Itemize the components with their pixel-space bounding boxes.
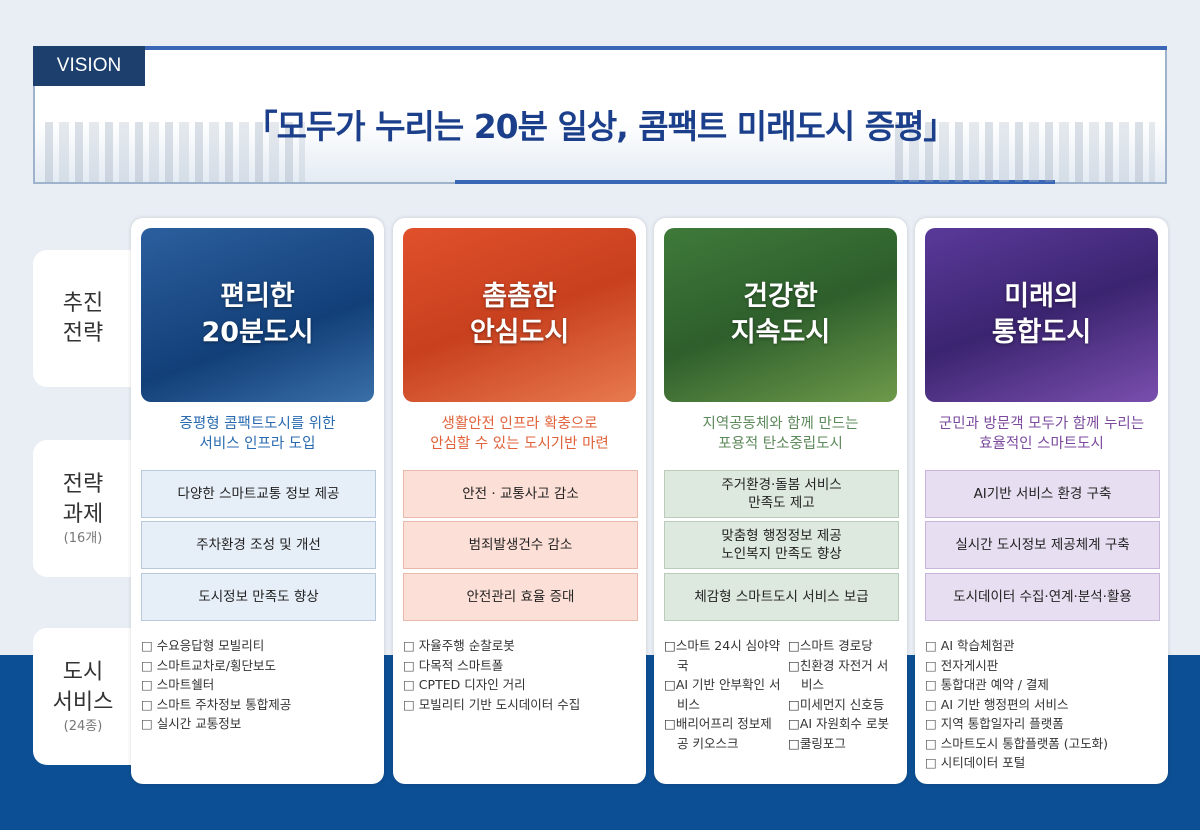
subtitle-line: 군민과 방문객 모두가 함께 누리는 [938, 416, 1145, 432]
strategy-title: 통합도시 [991, 317, 1092, 348]
strategy-card-future: 미래의 통합도시 군민과 방문객 모두가 함께 누리는 효율적인 스마트도시 AI… [915, 218, 1168, 784]
subtitle-line: 서비스 인프라 도입 [199, 436, 316, 452]
service-item: 전자게시판 [925, 656, 1108, 676]
row-label-count: (16개) [63, 530, 103, 546]
row-label-services: 도시 서비스 (24종) [33, 628, 133, 765]
vision-tag: VISION [33, 46, 145, 86]
page-title: 「모두가 누리는 20분 일상, 콤팩트 미래도시 증평」 [244, 107, 957, 146]
row-label-title: 전략 과제 [62, 471, 104, 527]
service-item: 미세먼지 신호등 [788, 695, 898, 715]
service-item: 수요응답형 모빌리티 [141, 636, 291, 656]
subtitle-line: 효율적인 스마트도시 [979, 436, 1104, 452]
service-item: 스마트도시 통합플랫폼 (고도화) [925, 734, 1108, 754]
strategic-task: 범죄발생건수 감소 [403, 521, 638, 569]
divider [455, 180, 1055, 184]
strategy-subtitle: 생활안전 인프라 확충으로 안심할 수 있는 도시기반 마련 [393, 414, 646, 454]
city-skyline-illustration [45, 122, 305, 182]
service-item: 시티데이터 포털 [925, 753, 1108, 773]
subtitle-line: 포용적 탄소중립도시 [718, 436, 843, 452]
service-item: AI 자원회수 로봇 [788, 714, 898, 734]
service-item: 친환경 자전거 서비스 [788, 656, 898, 695]
service-item: AI 학습체험관 [925, 636, 1108, 656]
strategy-title: 촘촘한 [482, 281, 557, 312]
strategic-task: 주차환경 조성 및 개선 [141, 521, 376, 569]
service-item: 자율주행 순찰로봇 [403, 636, 580, 656]
subtitle-line: 안심할 수 있는 도시기반 마련 [430, 436, 609, 452]
row-label-strategy: 추진 전략 [33, 250, 133, 387]
strategy-subtitle: 군민과 방문객 모두가 함께 누리는 효율적인 스마트도시 [915, 414, 1168, 454]
service-item: 배리어프리 정보제공 키오스크 [664, 714, 782, 753]
subtitle-line: 증평형 콤팩트도시를 위한 [179, 416, 336, 432]
subtitle-line: 생활안전 인프라 확충으로 [441, 416, 598, 432]
service-item: 스마트쉘터 [141, 675, 291, 695]
strategic-task: 맞춤형 행정정보 제공 노인복지 만족도 향상 [664, 521, 899, 569]
service-item: AI 기반 행정편의 서비스 [925, 695, 1108, 715]
row-label-tasks: 전략 과제 (16개) [33, 440, 133, 577]
service-item: 스마트 주차정보 통합제공 [141, 695, 291, 715]
strategic-task: 도시정보 만족도 향상 [141, 573, 376, 621]
row-label-title: 도시 서비스 [52, 659, 114, 715]
service-list: 스마트 24시 심야약국AI 기반 안부확인 서비스배리어프리 정보제공 키오스… [664, 636, 898, 753]
strategy-image: 편리한 20분도시 [141, 228, 374, 402]
service-list: AI 학습체험관전자게시판통합대관 예약 / 결제AI 기반 행정편의 서비스지… [925, 636, 1108, 773]
service-item: 쿨링포그 [788, 734, 898, 754]
strategic-task: 도시데이터 수집·연계·분석·활용 [925, 573, 1160, 621]
strategic-task: 체감형 스마트도시 서비스 보급 [664, 573, 899, 621]
strategy-image: 미래의 통합도시 [925, 228, 1158, 402]
service-list: 수요응답형 모빌리티스마트교차로/횡단보도스마트쉘터스마트 주차정보 통합제공실… [141, 636, 291, 734]
strategy-subtitle: 지역공동체와 함께 만드는 포용적 탄소중립도시 [654, 414, 907, 454]
vision-header: VISION 「모두가 누리는 20분 일상, 콤팩트 미래도시 증평」 [33, 46, 1167, 184]
subtitle-line: 지역공동체와 함께 만드는 [702, 416, 859, 432]
strategic-task: 안전관리 효율 증대 [403, 573, 638, 621]
service-item: 실시간 교통정보 [141, 714, 291, 734]
service-item: 다목적 스마트폴 [403, 656, 580, 676]
strategic-task: 주거환경·돌봄 서비스 만족도 제고 [664, 470, 899, 518]
strategy-title: 건강한 [743, 281, 818, 312]
strategy-title: 20분도시 [201, 317, 314, 348]
strategic-task: 안전 · 교통사고 감소 [403, 470, 638, 518]
service-item: 모빌리티 기반 도시데이터 수집 [403, 695, 580, 715]
strategy-subtitle: 증평형 콤팩트도시를 위한 서비스 인프라 도입 [131, 414, 384, 454]
strategy-image: 촘촘한 안심도시 [403, 228, 636, 402]
strategic-task: AI기반 서비스 환경 구축 [925, 470, 1160, 518]
service-item: 스마트교차로/횡단보도 [141, 656, 291, 676]
strategy-title: 안심도시 [469, 317, 570, 348]
service-item: 스마트 경로당 [788, 636, 898, 656]
strategic-task: 다양한 스마트교통 정보 제공 [141, 470, 376, 518]
strategy-title: 편리한 [220, 281, 295, 312]
service-list: 자율주행 순찰로봇다목적 스마트폴CPTED 디자인 거리모빌리티 기반 도시데… [403, 636, 580, 714]
strategy-title: 미래의 [1004, 281, 1079, 312]
strategy-image: 건강한 지속도시 [664, 228, 897, 402]
strategic-task: 실시간 도시정보 제공체계 구축 [925, 521, 1160, 569]
divider [145, 46, 1167, 50]
service-item: 지역 통합일자리 플랫폼 [925, 714, 1108, 734]
strategy-card-safe: 촘촘한 안심도시 생활안전 인프라 확충으로 안심할 수 있는 도시기반 마련 안… [393, 218, 646, 784]
service-item: 스마트 24시 심야약국 [664, 636, 782, 675]
row-label-title: 추진 전략 [62, 290, 104, 346]
city-skyline-illustration [895, 122, 1155, 182]
strategy-title: 지속도시 [730, 317, 831, 348]
service-item: CPTED 디자인 거리 [403, 675, 580, 695]
row-label-count: (24종) [63, 718, 103, 734]
service-item: AI 기반 안부확인 서비스 [664, 675, 782, 714]
service-item: 통합대관 예약 / 결제 [925, 675, 1108, 695]
